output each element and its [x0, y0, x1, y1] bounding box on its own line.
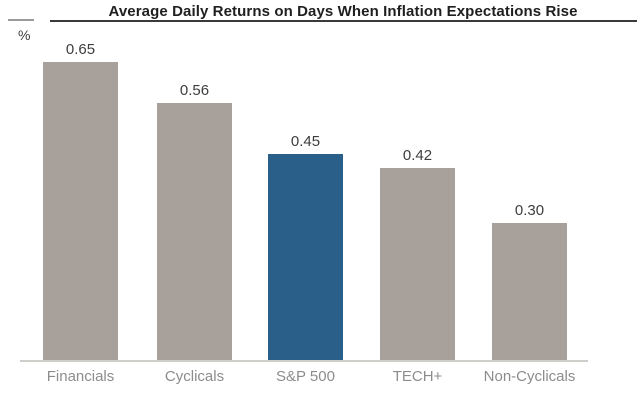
bar-value-label: 0.65: [65, 41, 96, 58]
bar-S&P 500: [268, 154, 343, 361]
category-label: S&P 500: [276, 368, 335, 385]
bar-Cyclicals: [157, 103, 232, 361]
chart-title: Average Daily Returns on Days When Infla…: [108, 3, 578, 20]
category-label: Financials: [46, 368, 115, 385]
y-axis-unit-label: %: [18, 27, 31, 43]
title-underline: [50, 20, 637, 22]
bar-Non-Cyclicals: [492, 223, 567, 361]
bar-value-label: 0.42: [402, 147, 433, 164]
unit-axis-dash: [8, 19, 34, 21]
bar-TECH+: [380, 168, 455, 361]
category-label: TECH+: [392, 368, 443, 385]
bar-value-label: 0.56: [179, 82, 210, 99]
x-axis-line: [20, 360, 588, 362]
bar-value-label: 0.45: [290, 133, 321, 150]
bar-value-label: 0.30: [514, 202, 545, 219]
category-label: Non-Cyclicals: [483, 368, 576, 385]
bar-Financials: [43, 62, 118, 361]
category-label: Cyclicals: [164, 368, 225, 385]
